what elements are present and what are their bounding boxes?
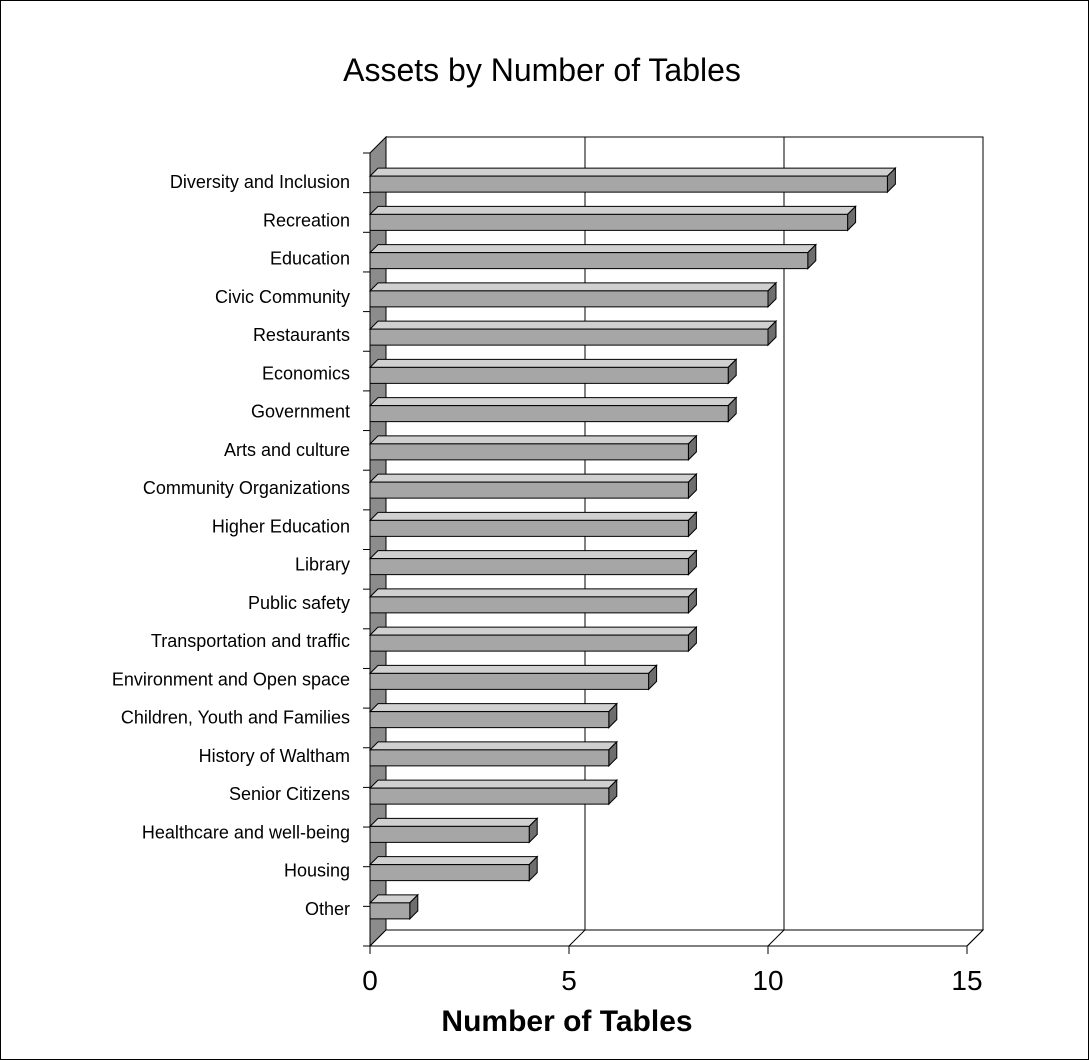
bar	[368, 358, 738, 385]
category-label: Housing	[284, 861, 350, 881]
bar-top	[368, 703, 619, 713]
floor-gridline	[568, 929, 586, 947]
floor-gridline	[767, 929, 785, 947]
category-label: Public safety	[248, 593, 350, 613]
bar-top	[368, 550, 698, 560]
bar	[368, 893, 420, 921]
bar-top	[368, 244, 818, 254]
x-tick-label: 0	[362, 965, 378, 996]
bar	[368, 549, 698, 576]
bar	[368, 778, 619, 806]
category-label: Environment and Open space	[112, 669, 350, 689]
bar-top	[368, 664, 658, 674]
bar	[368, 205, 857, 232]
bar	[368, 319, 778, 347]
bar-top	[368, 320, 778, 330]
bar-top	[368, 626, 698, 636]
category-label: Community Organizations	[143, 478, 350, 498]
category-label: Higher Education	[212, 516, 350, 536]
bar-front	[369, 902, 411, 920]
bar-front	[369, 175, 888, 193]
bar-top	[368, 511, 698, 521]
bar	[368, 664, 658, 691]
x-axis-ticks: 0 5 10 15	[362, 946, 983, 996]
category-labels: Diversity and Inclusion Recreation Educati…	[112, 172, 350, 919]
category-label: Diversity and Inclusion	[170, 172, 350, 192]
category-label: Healthcare and well-being	[142, 822, 350, 842]
bar	[368, 166, 897, 194]
category-ticks	[363, 152, 370, 947]
category-label: Arts and culture	[224, 440, 350, 460]
bar-top	[368, 397, 738, 407]
bar-top	[368, 473, 698, 483]
category-label: Restaurants	[253, 325, 350, 345]
bar-front	[369, 749, 610, 767]
category-label: Library	[295, 555, 350, 575]
category-label: Other	[305, 899, 350, 919]
bar-top	[368, 741, 619, 751]
category-label: Senior Citizens	[229, 784, 350, 804]
bar	[368, 243, 818, 270]
bar	[368, 702, 619, 729]
category-label: Civic Community	[215, 287, 350, 307]
bar-front	[369, 290, 769, 308]
bar	[368, 740, 619, 768]
bar-front	[369, 825, 530, 843]
bar-top	[368, 779, 619, 789]
bar-front	[369, 252, 809, 270]
category-label: Children, Youth and Families	[121, 708, 350, 728]
x-axis-title: Number of Tables	[441, 1005, 692, 1038]
bar-front	[369, 481, 689, 499]
bars	[368, 166, 897, 921]
bar	[368, 587, 698, 615]
bar-top	[368, 282, 778, 292]
bar-front	[369, 443, 689, 461]
bar-front	[369, 711, 610, 729]
bar	[368, 511, 698, 538]
bar-front	[369, 672, 650, 690]
bar-front	[369, 787, 610, 805]
bar-front	[369, 519, 689, 537]
bar-front	[369, 558, 689, 576]
bar	[368, 855, 539, 882]
category-label: Recreation	[263, 210, 350, 230]
bar	[368, 434, 698, 462]
bar-front	[369, 366, 729, 384]
x-tick-label: 5	[561, 965, 577, 996]
bar	[368, 817, 539, 844]
x-tick-label: 15	[951, 965, 982, 996]
floor	[368, 929, 985, 947]
category-label: History of Waltham	[199, 746, 350, 766]
bar-top	[368, 205, 857, 215]
bar-front	[369, 405, 729, 423]
bar	[368, 396, 738, 423]
bar-front	[369, 864, 530, 882]
bar	[368, 281, 778, 309]
bar-front	[369, 213, 849, 231]
bar-top	[368, 167, 897, 177]
bar-front	[369, 328, 769, 346]
category-label: Economics	[262, 363, 350, 383]
bar-top	[368, 435, 698, 445]
x-tick-label: 10	[752, 965, 783, 996]
category-label: Education	[270, 249, 350, 269]
bar-top	[368, 817, 539, 827]
bar-front	[369, 596, 689, 614]
bar-top	[368, 588, 698, 598]
bar	[368, 625, 698, 653]
bar-top	[368, 856, 539, 866]
category-label: Government	[251, 402, 350, 422]
chart-title: Assets by Number of Tables	[343, 52, 741, 88]
bar	[368, 472, 698, 500]
bar-front	[369, 634, 689, 652]
category-label: Transportation and traffic	[151, 631, 350, 651]
floor-gridline	[966, 929, 984, 947]
bar-top	[368, 358, 738, 368]
